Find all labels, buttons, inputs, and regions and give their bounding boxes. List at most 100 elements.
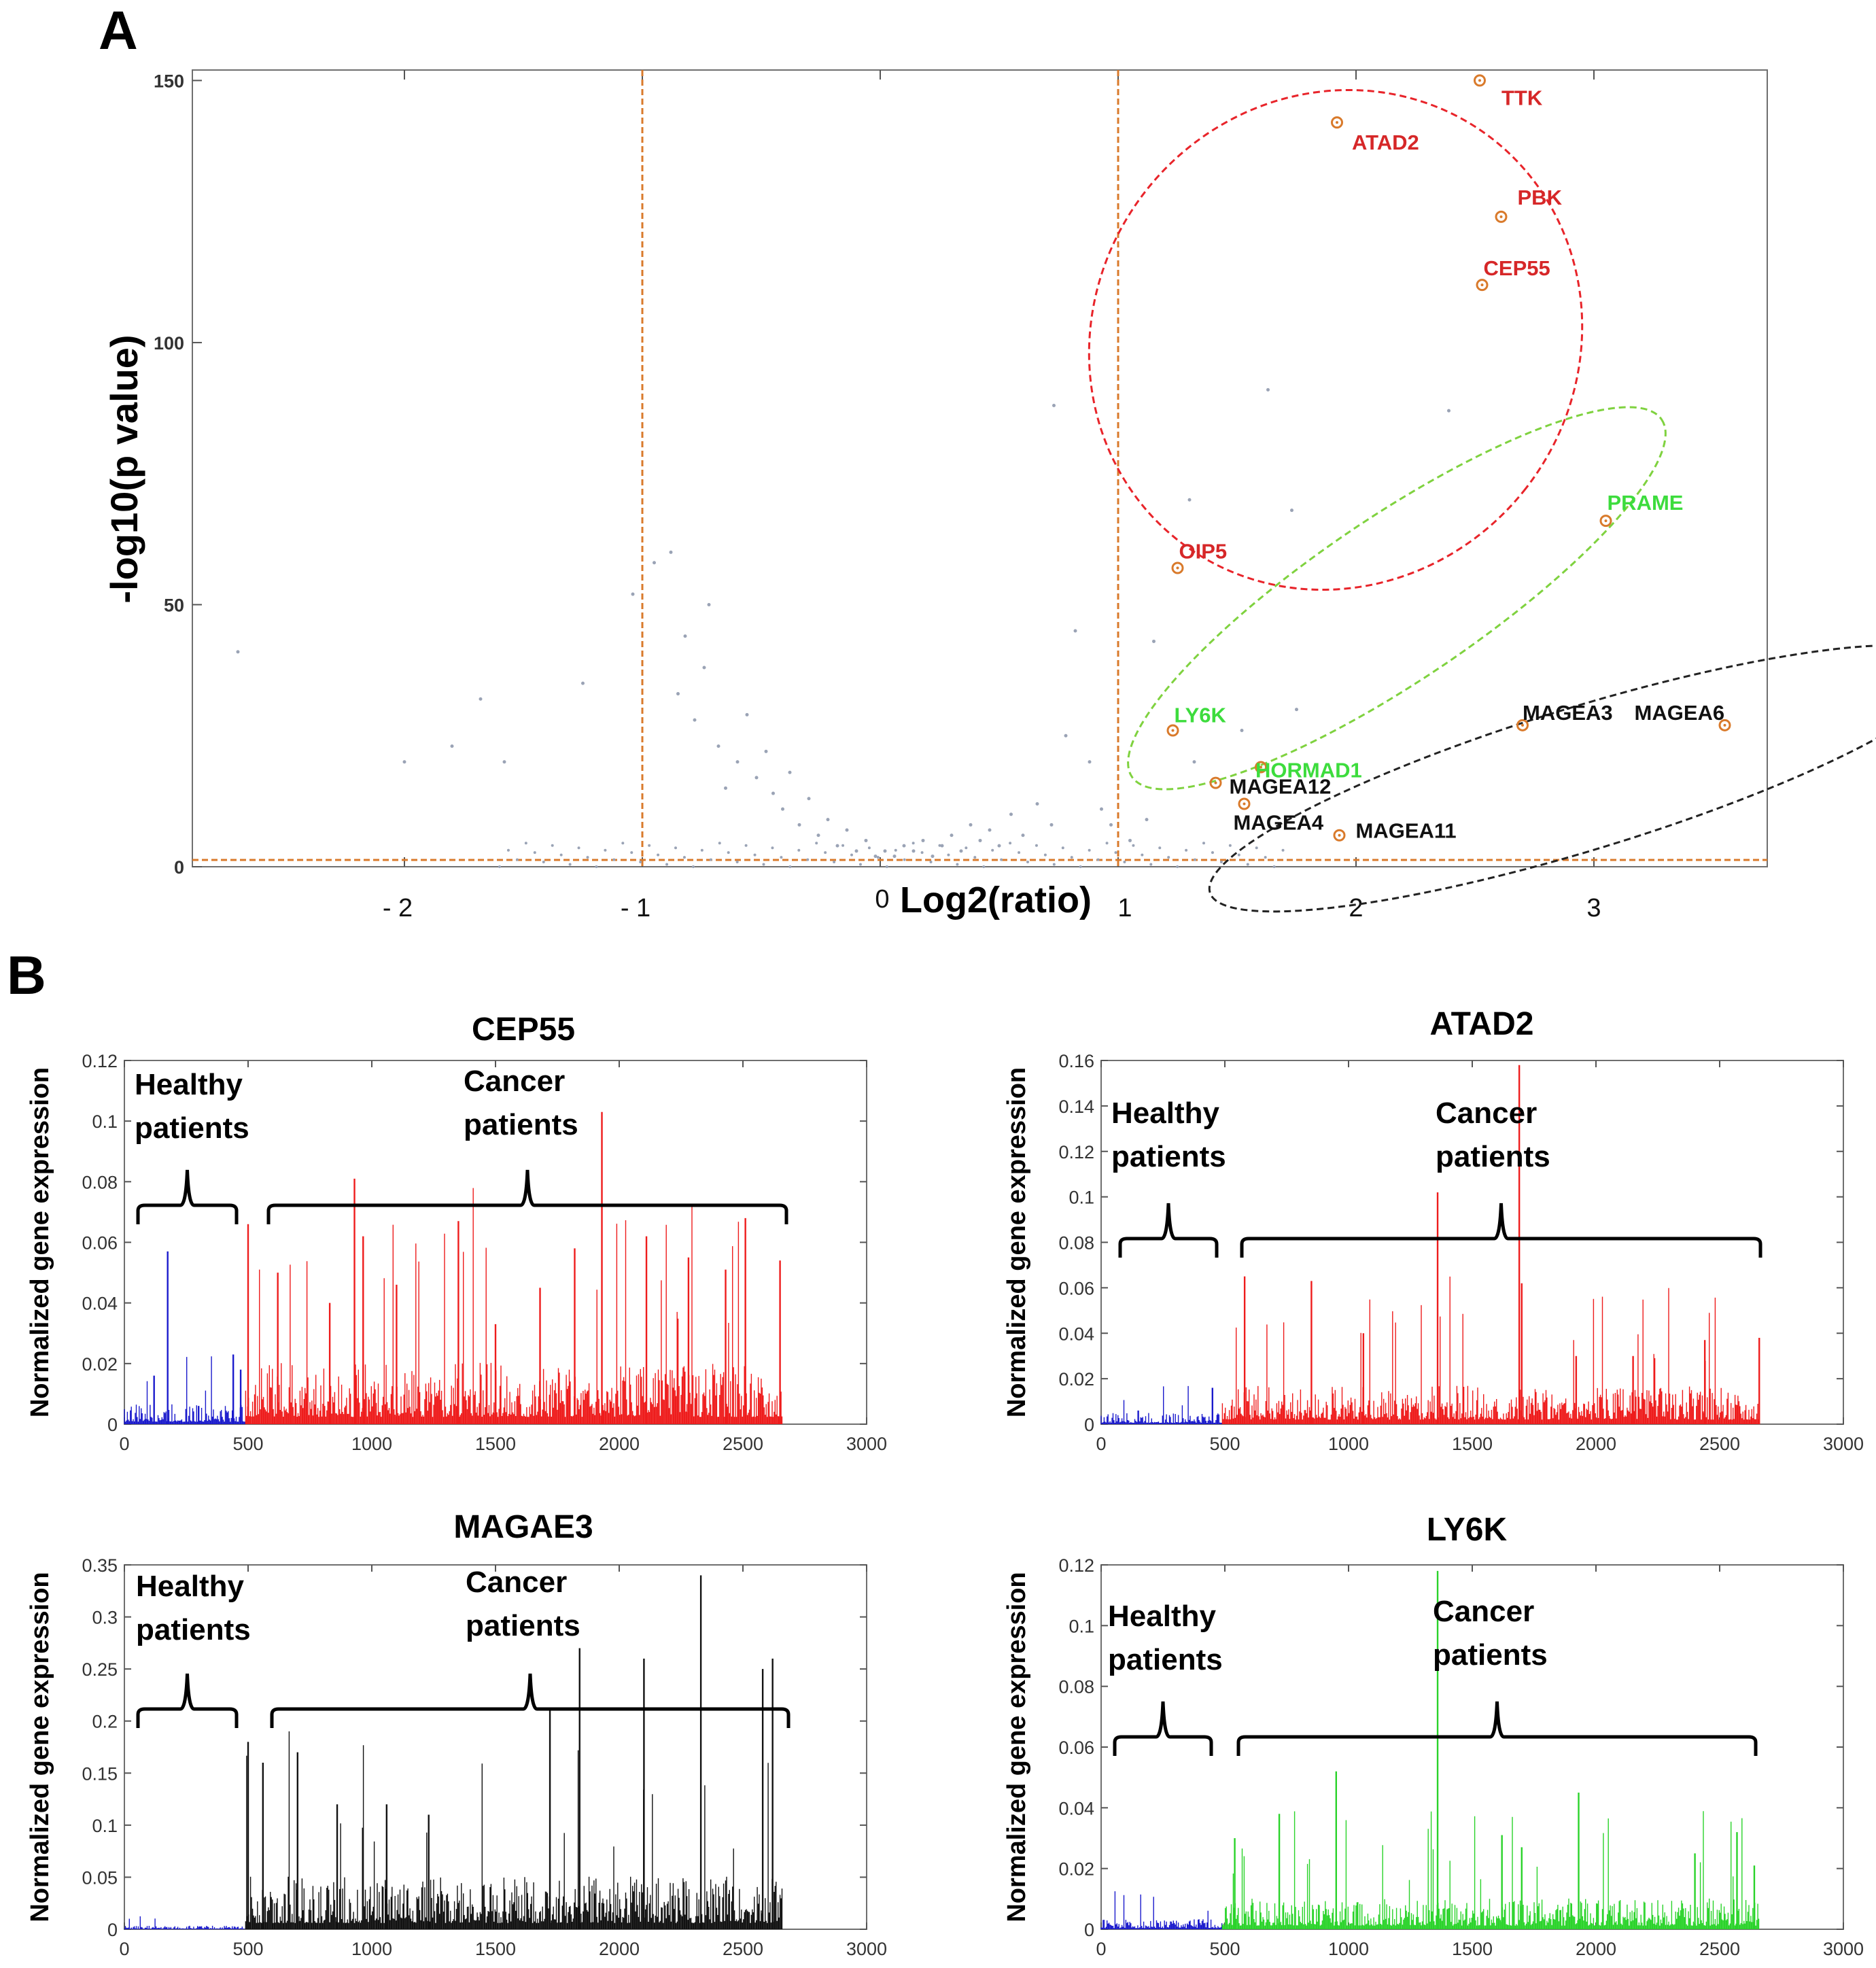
minor-point [788,865,792,868]
minor-point [1073,629,1077,633]
x-tick-label: 2000 [1576,1939,1616,1959]
gene-marker-dot [1336,121,1338,124]
gene-marker-dot [1521,723,1524,727]
gene-marker-dot [1338,833,1341,837]
minor-point [969,823,973,827]
minor-point [797,823,801,827]
minor-point [1211,851,1214,854]
gene-marker [1495,210,1508,223]
y-tick-label: 0.15 [82,1763,118,1784]
minor-point [479,697,483,701]
x-tick-label: 0 [119,1434,129,1454]
gene-marker-dot [1214,781,1217,784]
x-tick-label: 2000 [599,1434,640,1454]
minor-point [693,718,697,722]
minor-point [682,856,686,859]
x-tick-label: 1000 [351,1939,392,1959]
series-cancer [1221,1065,1760,1424]
minor-point [959,849,963,853]
gene-label-magea4: MAGEA4 [1234,810,1324,834]
minor-point [1096,858,1100,861]
minor-point [845,828,849,832]
minor-point [559,853,563,857]
chart-title: MAGAE3 [453,1509,593,1545]
minor-point [885,865,888,868]
minor-point [894,848,897,852]
minor-point [595,865,598,868]
minor-point [551,844,554,847]
minor-point [604,848,607,852]
y-tick-label: 0.2 [92,1712,118,1732]
x-tick-label: 1500 [475,1939,516,1959]
minor-point [1021,833,1025,838]
minor-point [1009,842,1012,845]
minor-point [997,844,1001,848]
minor-point [950,833,954,838]
minor-point [674,846,677,850]
minor-point [771,791,775,795]
gene-marker [1474,74,1486,87]
minor-point [1255,846,1258,850]
series-bars [1221,1811,1760,1929]
gene-label-hormad1: HORMAD1 [1255,759,1362,782]
gene-label-magea12: MAGEA12 [1230,775,1332,799]
gene-marker [1599,515,1612,528]
y-tick-label: 0.02 [82,1354,118,1375]
minor-point [676,692,680,696]
minor-point [771,846,774,850]
y-tick-label: 0.06 [82,1233,118,1254]
minor-point [1145,818,1149,822]
gene-label-ttk: TTK [1501,86,1543,109]
minor-point [707,602,711,606]
minor-point [911,849,916,853]
minor-point [807,797,811,801]
minor-point [931,854,935,859]
minor-point [709,858,712,861]
red-group-ellipse [1088,88,1584,591]
gene-marker [1238,797,1251,810]
healthy-label-line1: Healthy [135,1068,243,1101]
gene-label-magea6: MAGEA6 [1635,701,1725,725]
x-tick-label: 500 [232,1434,263,1454]
minor-point [639,861,642,864]
minor-point [577,846,580,850]
x-tick-label: 2000 [599,1939,640,1959]
panel-b-letter: B [7,945,46,1005]
minor-point [788,770,792,774]
y-tick-label: 50 [164,595,184,615]
chart-title: ATAD2 [1430,1006,1534,1042]
minor-point [903,858,906,861]
minor-point [702,666,706,670]
gene-label-magea11: MAGEA11 [1356,819,1457,843]
minor-point [902,844,906,848]
minor-point [502,760,506,764]
gene-marker [1171,562,1184,574]
cancer-bracket [1240,1203,1762,1258]
minor-point [568,863,572,866]
volcano-plot: - 2 - 1 0 1 2 3 0 50 100 150 Log2(ratio) -log10(p v… [103,69,1876,922]
gene-marker-dot [1499,215,1503,218]
minor-point [1000,858,1003,861]
healthy-label-line1: Healthy [1111,1097,1219,1130]
minor-point [854,849,858,853]
gene-marker [1718,719,1731,731]
minor-point [1290,508,1293,513]
series-healthy [124,1251,246,1424]
x-tick-label: 2500 [723,1434,763,1454]
minor-point [764,749,768,753]
minor-point [498,865,501,868]
minor-point [920,851,924,854]
y-tick-label: 0.1 [1069,1616,1094,1636]
x-tick-label: 3000 [846,1434,887,1454]
minor-point [1128,838,1132,842]
minor-point [850,853,853,857]
minor-point [753,853,757,857]
minor-point [524,842,527,845]
x-tick-label: 0 [1096,1434,1106,1454]
minor-point [653,561,656,565]
gene-label-prame: PRAME [1608,491,1684,515]
y-tick-label: 0.06 [1058,1278,1094,1298]
cancer-label-line1: Cancer [466,1566,567,1599]
minor-point [1158,846,1162,850]
